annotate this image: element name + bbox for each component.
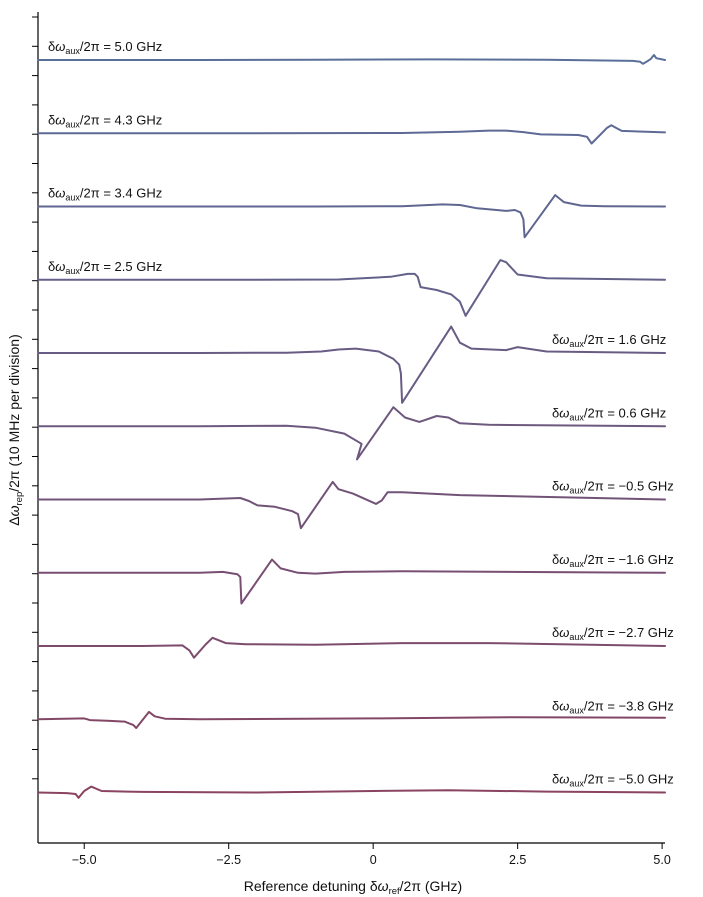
x-tick-label: 5.0 bbox=[653, 853, 670, 867]
y-axis-title: Δωrep/2π (10 MHz per division) bbox=[6, 334, 25, 526]
x-tick-label: 0 bbox=[370, 853, 377, 867]
x-tick-label: −2.5 bbox=[216, 853, 241, 867]
trace-line bbox=[37, 480, 666, 530]
trace-label: δωaux/2π = 2.5 GHz bbox=[48, 259, 162, 276]
trace-labels: δωaux/2π = 5.0 GHz δωaux/2π = 4.3 GHz δωau… bbox=[48, 39, 674, 789]
trace-line bbox=[37, 785, 666, 799]
trace-label: δωaux/2π = −5.0 GHz bbox=[552, 772, 674, 789]
x-axis-title-main: Reference detuning δ bbox=[244, 878, 378, 894]
trace-line bbox=[37, 710, 666, 729]
x-tick-label: −5.0 bbox=[72, 853, 97, 867]
traces bbox=[37, 54, 666, 799]
y-axis-title-symbol: ω bbox=[6, 505, 22, 516]
trace-line bbox=[37, 54, 666, 65]
x-axis-title-symbol: ω bbox=[378, 878, 389, 894]
trace-line bbox=[37, 259, 666, 317]
y-axis-title-sub: rep bbox=[14, 492, 25, 506]
trace-label: δωaux/2π = 1.6 GHz bbox=[552, 332, 666, 349]
x-tick-label: 2.5 bbox=[509, 853, 526, 867]
trace-line bbox=[37, 558, 666, 605]
trace-label: δωaux/2π = −1.6 GHz bbox=[552, 552, 674, 569]
y-axis-title-main: Δ bbox=[6, 516, 22, 525]
trace-line bbox=[37, 406, 666, 461]
trace-line bbox=[37, 124, 666, 145]
trace-line bbox=[37, 194, 666, 239]
trace-label: δωaux/2π = −3.8 GHz bbox=[552, 698, 674, 715]
axis-ticks: −5.0 −2.5 0 2.5 5.0 bbox=[32, 16, 671, 867]
trace-line bbox=[37, 636, 666, 659]
x-axis-title-sub: ref bbox=[389, 886, 400, 897]
y-axis-title-rest: /2π (10 MHz per division) bbox=[6, 334, 22, 492]
trace-label: δωaux/2π = 4.3 GHz bbox=[48, 112, 162, 129]
trace-label: δωaux/2π = −0.5 GHz bbox=[552, 479, 674, 496]
x-axis-title-rest: /2π (GHz) bbox=[400, 878, 463, 894]
trace-line bbox=[37, 325, 666, 404]
trace-label: δωaux/2π = 0.6 GHz bbox=[552, 405, 666, 422]
trace-label: δωaux/2π = 3.4 GHz bbox=[48, 186, 162, 203]
x-axis-title: Reference detuning δωref/2π (GHz) bbox=[244, 878, 462, 897]
trace-label: δωaux/2π = 5.0 GHz bbox=[48, 39, 162, 56]
trace-label: δωaux/2π = −2.7 GHz bbox=[552, 625, 674, 642]
